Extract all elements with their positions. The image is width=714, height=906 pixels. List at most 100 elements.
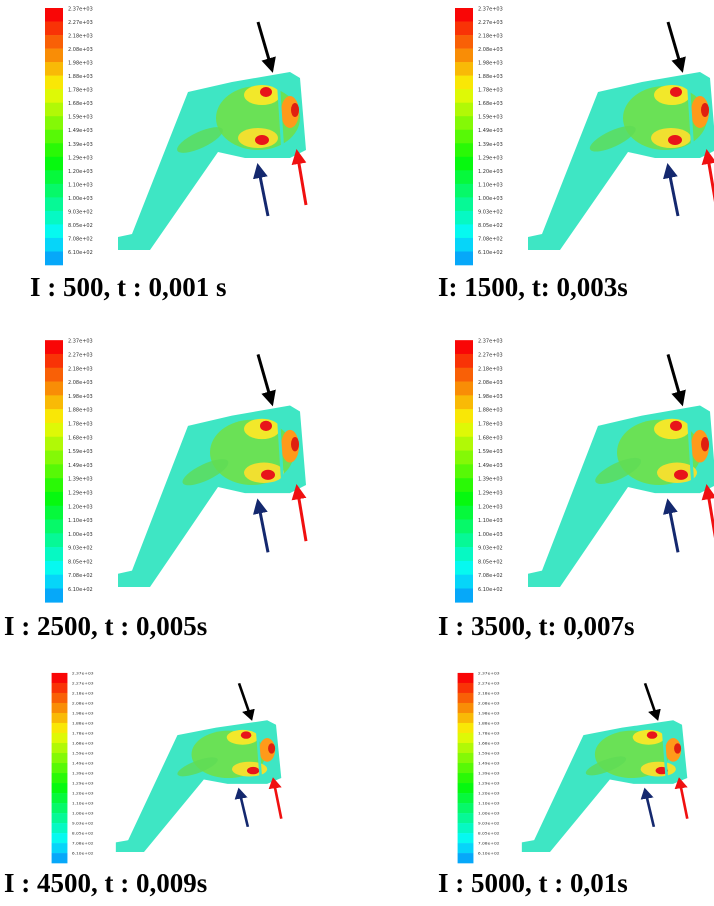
colorbar-swatch [45,547,63,561]
colorbar-swatch [52,703,68,713]
arrow-red [707,152,714,205]
colorbar-swatch [52,853,68,863]
colorbar-label: 1.68e+03 [72,741,94,746]
colorbar-swatch [455,89,473,103]
colorbar-label: 1.98e+03 [68,61,93,67]
colorbar-label: 2.37e+03 [68,339,93,345]
colorbar-swatch [45,251,63,265]
colorbar-label: 2.27e+03 [72,681,94,686]
colorbar-label: 2.37e+03 [478,339,503,345]
colorbar-swatch [45,49,63,63]
colorbar-swatch [45,184,63,198]
colorbar-swatch [455,157,473,171]
colorbar-label: 2.27e+03 [68,20,93,26]
colorbar-swatch [455,492,473,506]
colorbar-swatch [455,103,473,117]
colorbar-label: 2.37e+03 [478,671,500,676]
colorbar-swatch [45,464,63,478]
colorbar-swatch [45,409,63,423]
colorbar-label: 6.10e+02 [68,587,93,593]
colorbar-label: 6.10e+02 [68,250,93,256]
colorbar-swatch [455,478,473,492]
colorbar-label: 1.59e+03 [478,751,500,756]
colorbar-swatch [455,561,473,575]
colorbar-swatch [455,464,473,478]
colorbar-swatch [45,589,63,603]
arrow-black [668,22,682,70]
colorbar-label: 9.03e+02 [72,821,94,826]
colorbar-swatch [52,823,68,833]
caption: I: 1500, t: 0,003s [438,272,628,302]
arrow-black [645,683,657,719]
colorbar-swatch [52,753,68,763]
colorbar-swatch [455,382,473,396]
colorbar-swatch [52,843,68,853]
caption: I : 500, t : 0,001 s [30,272,227,302]
colorbar-swatch [45,130,63,144]
colorbar-label: 1.20e+03 [478,504,503,510]
colorbar-label: 1.49e+03 [478,463,503,469]
colorbar-label: 1.00e+03 [478,196,503,202]
arrow-blue [668,501,678,552]
colorbar-swatch [45,520,63,534]
colorbar-swatch [45,89,63,103]
colorbar-swatch [45,506,63,520]
colorbar-label: 1.68e+03 [478,435,503,441]
colorbar-label: 1.20e+03 [68,169,93,175]
colorbar-label: 1.88e+03 [478,74,503,80]
colorbar-label: 1.39e+03 [72,771,94,776]
colorbar-swatch [458,823,474,833]
colorbar-label: 7.08e+02 [72,841,94,846]
colorbar-swatch [455,589,473,603]
colorbar-swatch [52,773,68,783]
colorbar-swatch [45,492,63,506]
colorbar-label: 1.59e+03 [68,449,93,455]
colorbar-swatch [45,382,63,396]
colorbar-label: 1.98e+03 [478,61,503,67]
colorbar-swatch [52,763,68,773]
arrow-red [679,779,687,818]
colorbar-swatch [45,103,63,117]
colorbar-label: 9.03e+02 [68,209,93,215]
colorbar-label: 1.98e+03 [72,711,94,716]
colorbar-label: 1.20e+03 [72,791,94,796]
arrow-black [239,683,251,719]
colorbar-swatch [455,62,473,76]
colorbar-label: 1.88e+03 [478,721,500,726]
colorbar-swatch [45,368,63,382]
colorbar-label: 1.88e+03 [68,408,93,414]
colorbar-swatch [455,437,473,451]
contour-red [670,87,682,97]
contour-red [674,470,688,480]
colorbar-swatch [45,35,63,49]
colorbar-label: 1.49e+03 [478,761,500,766]
contour-red [261,470,275,480]
colorbar-label: 2.08e+03 [72,701,94,706]
contour-red [670,421,682,431]
contour-red [260,421,272,431]
caption: I : 4500, t : 0,009s [4,868,207,898]
figure: 2.37e+032.27e+032.18e+032.08e+031.98e+03… [0,0,714,906]
contour-red [291,437,299,451]
colorbar-swatch [45,437,63,451]
colorbar-label: 1.68e+03 [68,435,93,441]
colorbar-swatch [52,723,68,733]
caption: I : 3500, t: 0,007s [438,611,635,641]
colorbar-swatch [52,683,68,693]
colorbar-swatch [52,743,68,753]
arrow-black [258,22,272,70]
colorbar-swatch [45,423,63,437]
contour-red [291,103,299,117]
colorbar-label: 1.00e+03 [68,196,93,202]
panel: 2.37e+032.27e+032.18e+032.08e+031.98e+03… [45,7,306,266]
colorbar-swatch [455,547,473,561]
panel: 2.37e+032.27e+032.18e+032.08e+031.98e+03… [455,7,714,266]
colorbar-swatch [455,8,473,22]
arrow-blue [258,166,268,216]
colorbar-label: 1.00e+03 [68,532,93,538]
colorbar-swatch [45,478,63,492]
colorbar-label: 1.29e+03 [478,490,503,496]
colorbar-label: 7.08e+02 [478,573,503,579]
arrow-red [707,487,714,541]
colorbar-label: 1.20e+03 [478,791,500,796]
